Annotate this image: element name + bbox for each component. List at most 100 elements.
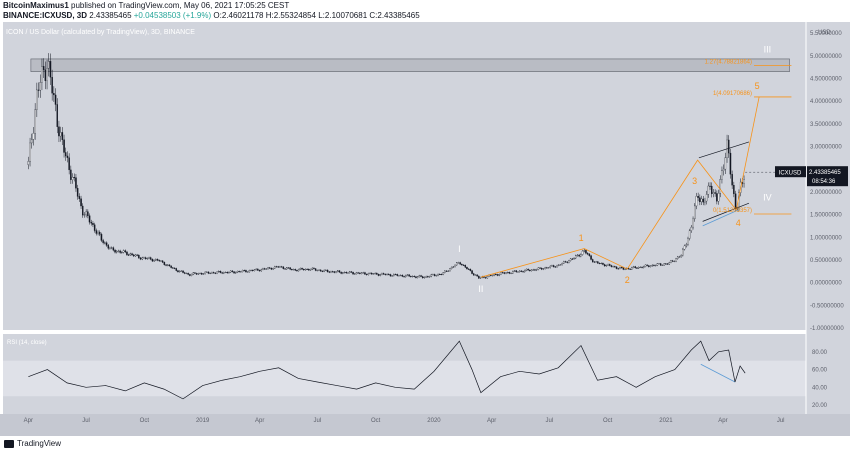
candle-body bbox=[97, 231, 99, 234]
x-tick-label: Oct bbox=[140, 418, 150, 424]
candle-body bbox=[323, 269, 325, 272]
candle-body bbox=[425, 276, 427, 278]
candle-body bbox=[265, 268, 268, 270]
candle-body bbox=[445, 270, 448, 272]
candle-body bbox=[525, 268, 528, 271]
author-name[interactable]: BitcoinMaximus1 bbox=[3, 1, 69, 10]
candle-body bbox=[53, 93, 55, 96]
candle-body bbox=[328, 271, 331, 273]
candle-body bbox=[294, 269, 297, 271]
candle-body bbox=[177, 270, 179, 273]
tradingview-logo[interactable]: TradingView bbox=[4, 439, 61, 448]
x-tick-label: Jul bbox=[777, 418, 785, 424]
candle-body bbox=[433, 274, 436, 276]
candle-body bbox=[607, 264, 609, 266]
candle-body bbox=[462, 264, 465, 266]
candle-body bbox=[464, 265, 467, 268]
candle-body bbox=[501, 272, 504, 274]
candle-body bbox=[90, 222, 93, 224]
candle-body bbox=[71, 177, 74, 180]
candle-body bbox=[515, 270, 518, 273]
candle-body bbox=[459, 262, 461, 265]
candle-body bbox=[503, 272, 506, 274]
candle-body bbox=[648, 265, 650, 267]
candle-body bbox=[467, 268, 470, 270]
candle-body bbox=[320, 269, 322, 272]
price-axis-bg bbox=[806, 22, 850, 414]
candle-body bbox=[512, 271, 514, 274]
candle-body bbox=[721, 170, 723, 180]
candle-body bbox=[682, 248, 684, 256]
candle-body bbox=[365, 274, 368, 275]
candle-body bbox=[592, 259, 594, 263]
candle-body bbox=[51, 77, 53, 94]
candle-body bbox=[435, 275, 438, 277]
rsi-y-tick-label: 60.00 bbox=[812, 368, 828, 374]
candle-body bbox=[508, 272, 511, 274]
candle-body bbox=[597, 261, 599, 264]
candle-body bbox=[209, 273, 212, 274]
candle-body bbox=[428, 276, 431, 278]
candle-body bbox=[743, 179, 745, 184]
candle-body bbox=[406, 274, 409, 276]
candle-body bbox=[148, 257, 150, 259]
candle-body bbox=[100, 234, 103, 241]
candle-body bbox=[610, 265, 613, 267]
candle-body bbox=[415, 276, 417, 278]
candle-body bbox=[83, 214, 86, 216]
candle-body bbox=[153, 260, 155, 262]
candle-body bbox=[335, 271, 337, 273]
candle-body bbox=[711, 185, 713, 194]
symbol-label: BINANCE:ICXUSD, 3D bbox=[3, 11, 88, 20]
candle-body bbox=[391, 275, 393, 277]
channel-upper bbox=[698, 141, 750, 159]
candle-body bbox=[119, 250, 121, 253]
candle-body bbox=[731, 174, 733, 186]
candle-body bbox=[403, 276, 405, 278]
wave-label: IV bbox=[763, 192, 772, 202]
candle-body bbox=[338, 270, 341, 273]
candle-body bbox=[158, 260, 161, 262]
candle-body bbox=[719, 179, 722, 194]
main-panel-bg bbox=[3, 22, 806, 330]
candle-body bbox=[355, 272, 358, 275]
candle-body bbox=[63, 139, 65, 153]
candle-body bbox=[389, 274, 392, 277]
candle-body bbox=[569, 258, 572, 261]
candle-body bbox=[114, 249, 116, 253]
candle-body bbox=[136, 254, 138, 256]
candle-body bbox=[204, 271, 206, 274]
candle-body bbox=[491, 275, 494, 277]
candle-body bbox=[619, 267, 621, 269]
chart-area[interactable]: ICON / US Dollar (calculated by TradingV… bbox=[0, 22, 850, 436]
candle-body bbox=[634, 266, 637, 268]
x-tick-label: Apr bbox=[487, 418, 496, 424]
candle-body bbox=[131, 253, 133, 256]
candle-body bbox=[263, 268, 266, 270]
candle-body bbox=[56, 104, 59, 127]
x-tick-label: 2020 bbox=[427, 418, 441, 424]
candle-body bbox=[46, 68, 48, 81]
candle-body bbox=[473, 273, 475, 276]
candle-body bbox=[34, 109, 36, 134]
candle-body bbox=[581, 250, 584, 255]
fib-level-label: 1.27(4.78821864) bbox=[705, 59, 752, 65]
candle-body bbox=[257, 268, 259, 271]
candle-body bbox=[44, 69, 47, 81]
candle-body bbox=[454, 264, 456, 267]
candle-body bbox=[367, 273, 370, 275]
candle-body bbox=[359, 272, 361, 274]
rsi-band bbox=[3, 360, 806, 397]
last-price-label: 2.43385465 bbox=[809, 170, 841, 176]
candle-body bbox=[42, 66, 45, 71]
candle-body bbox=[580, 254, 582, 257]
candle-body bbox=[476, 274, 478, 277]
candle-body bbox=[93, 224, 96, 231]
y-tick-label: 3.50000000 bbox=[810, 122, 842, 128]
candle-body bbox=[401, 274, 404, 277]
candle-body bbox=[231, 270, 234, 272]
candle-body bbox=[151, 259, 154, 262]
candle-body bbox=[228, 272, 230, 274]
candle-body bbox=[605, 265, 608, 267]
candle-body bbox=[384, 274, 387, 275]
